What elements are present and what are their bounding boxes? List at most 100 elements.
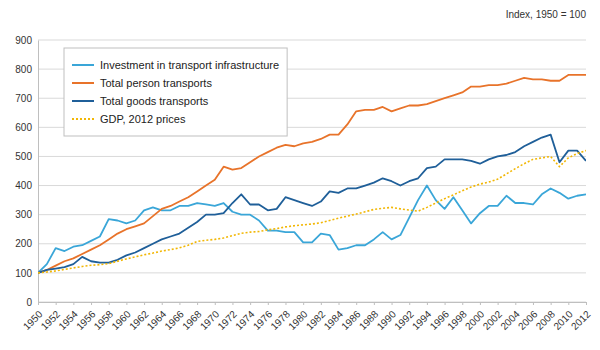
x-tick-mark — [162, 302, 163, 305]
x-tick-mark — [568, 302, 569, 305]
x-tick: 2012 — [569, 302, 593, 332]
x-tick-mark — [197, 302, 198, 305]
y-axis-line — [38, 41, 39, 303]
x-tick-label: 2000 — [463, 308, 487, 332]
legend-swatch — [72, 82, 94, 84]
x-tick-mark — [56, 302, 57, 305]
x-tick-label: 1968 — [180, 308, 204, 332]
grid-line — [38, 185, 586, 186]
x-tick-mark — [232, 302, 233, 305]
y-tick-label: 500 — [15, 151, 32, 162]
legend-label: Total person transports — [100, 77, 212, 89]
y-tick: 900 — [15, 35, 38, 46]
x-tick-label: 1966 — [162, 308, 186, 332]
x-tick-label: 1958 — [92, 308, 116, 332]
x-tick-label: 1982 — [304, 308, 328, 332]
x-tick-label: 1962 — [127, 308, 151, 332]
y-tick: 100 — [15, 268, 38, 279]
x-tick-label: 1976 — [251, 308, 275, 332]
x-tick-mark — [285, 302, 286, 305]
x-tick-mark — [392, 302, 393, 305]
legend-label: Investment in transport infrastructure — [100, 59, 279, 71]
x-tick-label: 2006 — [516, 308, 540, 332]
x-tick-mark — [38, 302, 39, 305]
x-tick-mark — [533, 302, 534, 305]
x-tick-label: 1972 — [215, 308, 239, 332]
legend: Investment in transport infrastructure To… — [64, 48, 287, 136]
y-tick: 700 — [15, 93, 38, 104]
x-tick-label: 2008 — [534, 308, 558, 332]
grid-line — [38, 214, 586, 215]
x-tick-mark — [339, 302, 340, 305]
x-tick-label: 1956 — [74, 308, 98, 332]
x-tick-label: 1978 — [268, 308, 292, 332]
x-tick-label: 1992 — [392, 308, 416, 332]
grid — [38, 40, 586, 302]
x-tick-label: 1988 — [357, 308, 381, 332]
series-line — [38, 151, 586, 273]
series-line — [38, 186, 586, 273]
y-tick: 0 — [26, 297, 38, 308]
x-tick-mark — [462, 302, 463, 305]
x-tick-mark — [215, 302, 216, 305]
x-tick-mark — [91, 302, 92, 305]
y-tick: 500 — [15, 151, 38, 162]
x-tick-mark — [250, 302, 251, 305]
x-tick-label: 1952 — [39, 308, 63, 332]
chart-svg: 0 100 200 300 400 500 600 700 800 900 195019521954… — [0, 0, 600, 350]
x-tick-label: 1974 — [233, 308, 257, 332]
y-tick: 800 — [15, 64, 38, 75]
x-tick-mark — [427, 302, 428, 305]
series-line — [38, 75, 586, 273]
y-axis: 0 100 200 300 400 500 600 700 800 900 — [15, 35, 38, 308]
y-tick-label: 400 — [15, 180, 32, 191]
y-tick-label: 100 — [15, 268, 32, 279]
legend-label: Total goods transports — [100, 95, 209, 107]
x-tick-mark — [73, 302, 74, 305]
legend-swatch — [72, 64, 94, 66]
y-tick-label: 600 — [15, 122, 32, 133]
x-tick-label: 1990 — [375, 308, 399, 332]
x-tick-mark — [374, 302, 375, 305]
x-tick-mark — [586, 302, 587, 305]
x-tick-label: 1960 — [109, 308, 133, 332]
x-tick-label: 1984 — [322, 308, 346, 332]
series-line — [38, 135, 586, 273]
y-tick: 600 — [15, 122, 38, 133]
x-tick-label: 1994 — [410, 308, 434, 332]
x-tick-mark — [179, 302, 180, 305]
y-tick-label: 800 — [15, 64, 32, 75]
legend-label: GDP, 2012 prices — [100, 113, 186, 125]
x-tick-mark — [321, 302, 322, 305]
y-tick-label: 700 — [15, 93, 32, 104]
y-tick-label: 300 — [15, 209, 32, 220]
x-tick-label: 2012 — [569, 308, 593, 332]
x-axis-line — [39, 303, 587, 306]
y-tick: 400 — [15, 180, 38, 191]
x-tick-label: 1970 — [198, 308, 222, 332]
grid-line — [38, 272, 586, 273]
x-tick-label: 2010 — [551, 308, 575, 332]
lines — [38, 75, 586, 273]
legend-swatch — [72, 118, 94, 120]
x-tick-mark — [551, 302, 552, 305]
x-tick-mark — [356, 302, 357, 305]
y-tick-label: 200 — [15, 238, 32, 249]
x-tick-label: 2004 — [498, 308, 522, 332]
x-tick-mark — [445, 302, 446, 305]
y-tick: 200 — [15, 238, 38, 249]
x-tick-mark — [268, 302, 269, 305]
x-tick-label: 1996 — [428, 308, 452, 332]
plot-area: 0 100 200 300 400 500 600 700 800 900 195019521954… — [15, 35, 593, 332]
legend-swatch — [72, 100, 94, 102]
x-tick-label: 1986 — [339, 308, 363, 332]
x-tick-label: 1954 — [56, 308, 80, 332]
x-tick-mark — [126, 302, 127, 305]
x-tick-mark — [303, 302, 304, 305]
x-tick-label: 1950 — [21, 308, 45, 332]
x-tick-mark — [409, 302, 410, 305]
y-tick-label: 0 — [26, 297, 32, 308]
y-tick-label: 900 — [15, 35, 32, 46]
x-tick-label: 2002 — [481, 308, 505, 332]
x-tick-mark — [144, 302, 145, 305]
